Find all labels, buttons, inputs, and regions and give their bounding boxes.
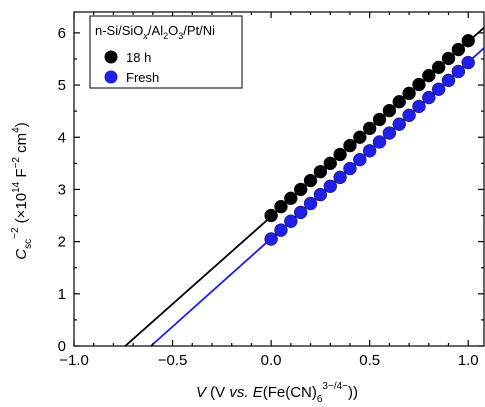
- series-fresh-point: [362, 144, 377, 158]
- x-axis-title: V (V vs. E(Fe(CN)63−/4−)): [196, 381, 358, 405]
- series-18h-point: [303, 173, 318, 188]
- series-18h-point: [274, 199, 288, 214]
- series-18h-point: [431, 60, 446, 75]
- y-tick-label: 2: [58, 234, 66, 251]
- series-18h-point: [451, 42, 466, 57]
- series-fresh-point: [313, 187, 328, 202]
- legend-title-subscript: 2: [163, 31, 168, 41]
- series-fresh-point: [461, 55, 475, 70]
- series-fresh-point: [303, 196, 318, 211]
- series-fresh-point: [412, 99, 426, 114]
- y-tick-label: 4: [58, 129, 66, 146]
- y-tick-label: 5: [58, 77, 66, 94]
- legend-title-part: /Al: [148, 23, 163, 38]
- series-18h-point: [333, 147, 347, 162]
- series-18h-point: [461, 34, 475, 48]
- legend-title-part: O: [168, 23, 178, 38]
- legend-marker-fresh: [104, 70, 118, 84]
- chart-marks: [124, 26, 484, 346]
- series-fresh-point: [284, 214, 298, 228]
- y-axis-title: Csc−2 (×1014 F−2 cm4): [10, 122, 34, 259]
- series-fresh-point: [402, 108, 416, 123]
- x-tick-label: −0.5: [158, 352, 188, 369]
- legend-title: n-Si/SiOx/Al2O3/Pt/Ni: [95, 23, 215, 41]
- legend-title-part: n-Si/SiO: [95, 23, 143, 38]
- series-fresh-point: [422, 90, 436, 105]
- series-fresh-point: [323, 179, 337, 194]
- legend: n-Si/SiOx/Al2O3/Pt/Ni 18 h Fresh: [89, 15, 243, 89]
- series-18h-point: [264, 208, 278, 223]
- series-18h-point: [412, 77, 426, 92]
- series-18h-point: [402, 86, 416, 101]
- y-tick-label: 6: [58, 25, 66, 42]
- series-18h-point: [382, 103, 397, 118]
- series-fresh-point: [382, 126, 397, 140]
- series-fresh-point: [274, 223, 288, 237]
- series-fresh-point: [431, 82, 446, 96]
- legend-marker-18h: [104, 50, 118, 64]
- series-18h-point: [284, 191, 298, 206]
- y-tick-label: 1: [58, 286, 66, 303]
- series-18h-point: [441, 51, 456, 66]
- x-tick-label: 0.0: [261, 352, 282, 369]
- legend-label-18h: 18 h: [126, 50, 151, 65]
- series-18h-point: [372, 112, 387, 127]
- series-fresh-point: [372, 135, 387, 149]
- legend-label-fresh: Fresh: [126, 70, 159, 85]
- series-18h-point: [422, 68, 436, 83]
- series-18h-point: [313, 164, 328, 179]
- x-tick-label: 1.0: [458, 352, 479, 369]
- series-fresh-point: [451, 64, 466, 79]
- series-fresh-point: [333, 170, 347, 185]
- series-18h-point: [362, 121, 377, 136]
- series-18h-point: [343, 138, 357, 153]
- series-fresh-point: [441, 73, 456, 88]
- series-fresh-point: [264, 232, 278, 246]
- x-tick-label: −1.0: [59, 352, 89, 369]
- series-18h-point: [353, 130, 367, 144]
- series-fresh-point: [343, 161, 357, 176]
- legend-title-subscript: x: [142, 31, 148, 41]
- series-18h-point: [323, 156, 337, 171]
- plot-frame: [73, 11, 485, 347]
- legend-title-subscript: 3: [178, 31, 183, 41]
- series-fresh-point: [392, 117, 406, 131]
- y-tick-label: 0: [58, 338, 66, 355]
- y-tick-label: 3: [58, 181, 66, 198]
- x-tick-label: 0.5: [359, 352, 380, 369]
- series-18h-point: [392, 95, 406, 109]
- series-fresh-point: [293, 205, 308, 220]
- series-fresh-point: [353, 152, 367, 167]
- legend-title-part: /Pt/Ni: [183, 23, 215, 38]
- series-18h-point: [293, 182, 308, 197]
